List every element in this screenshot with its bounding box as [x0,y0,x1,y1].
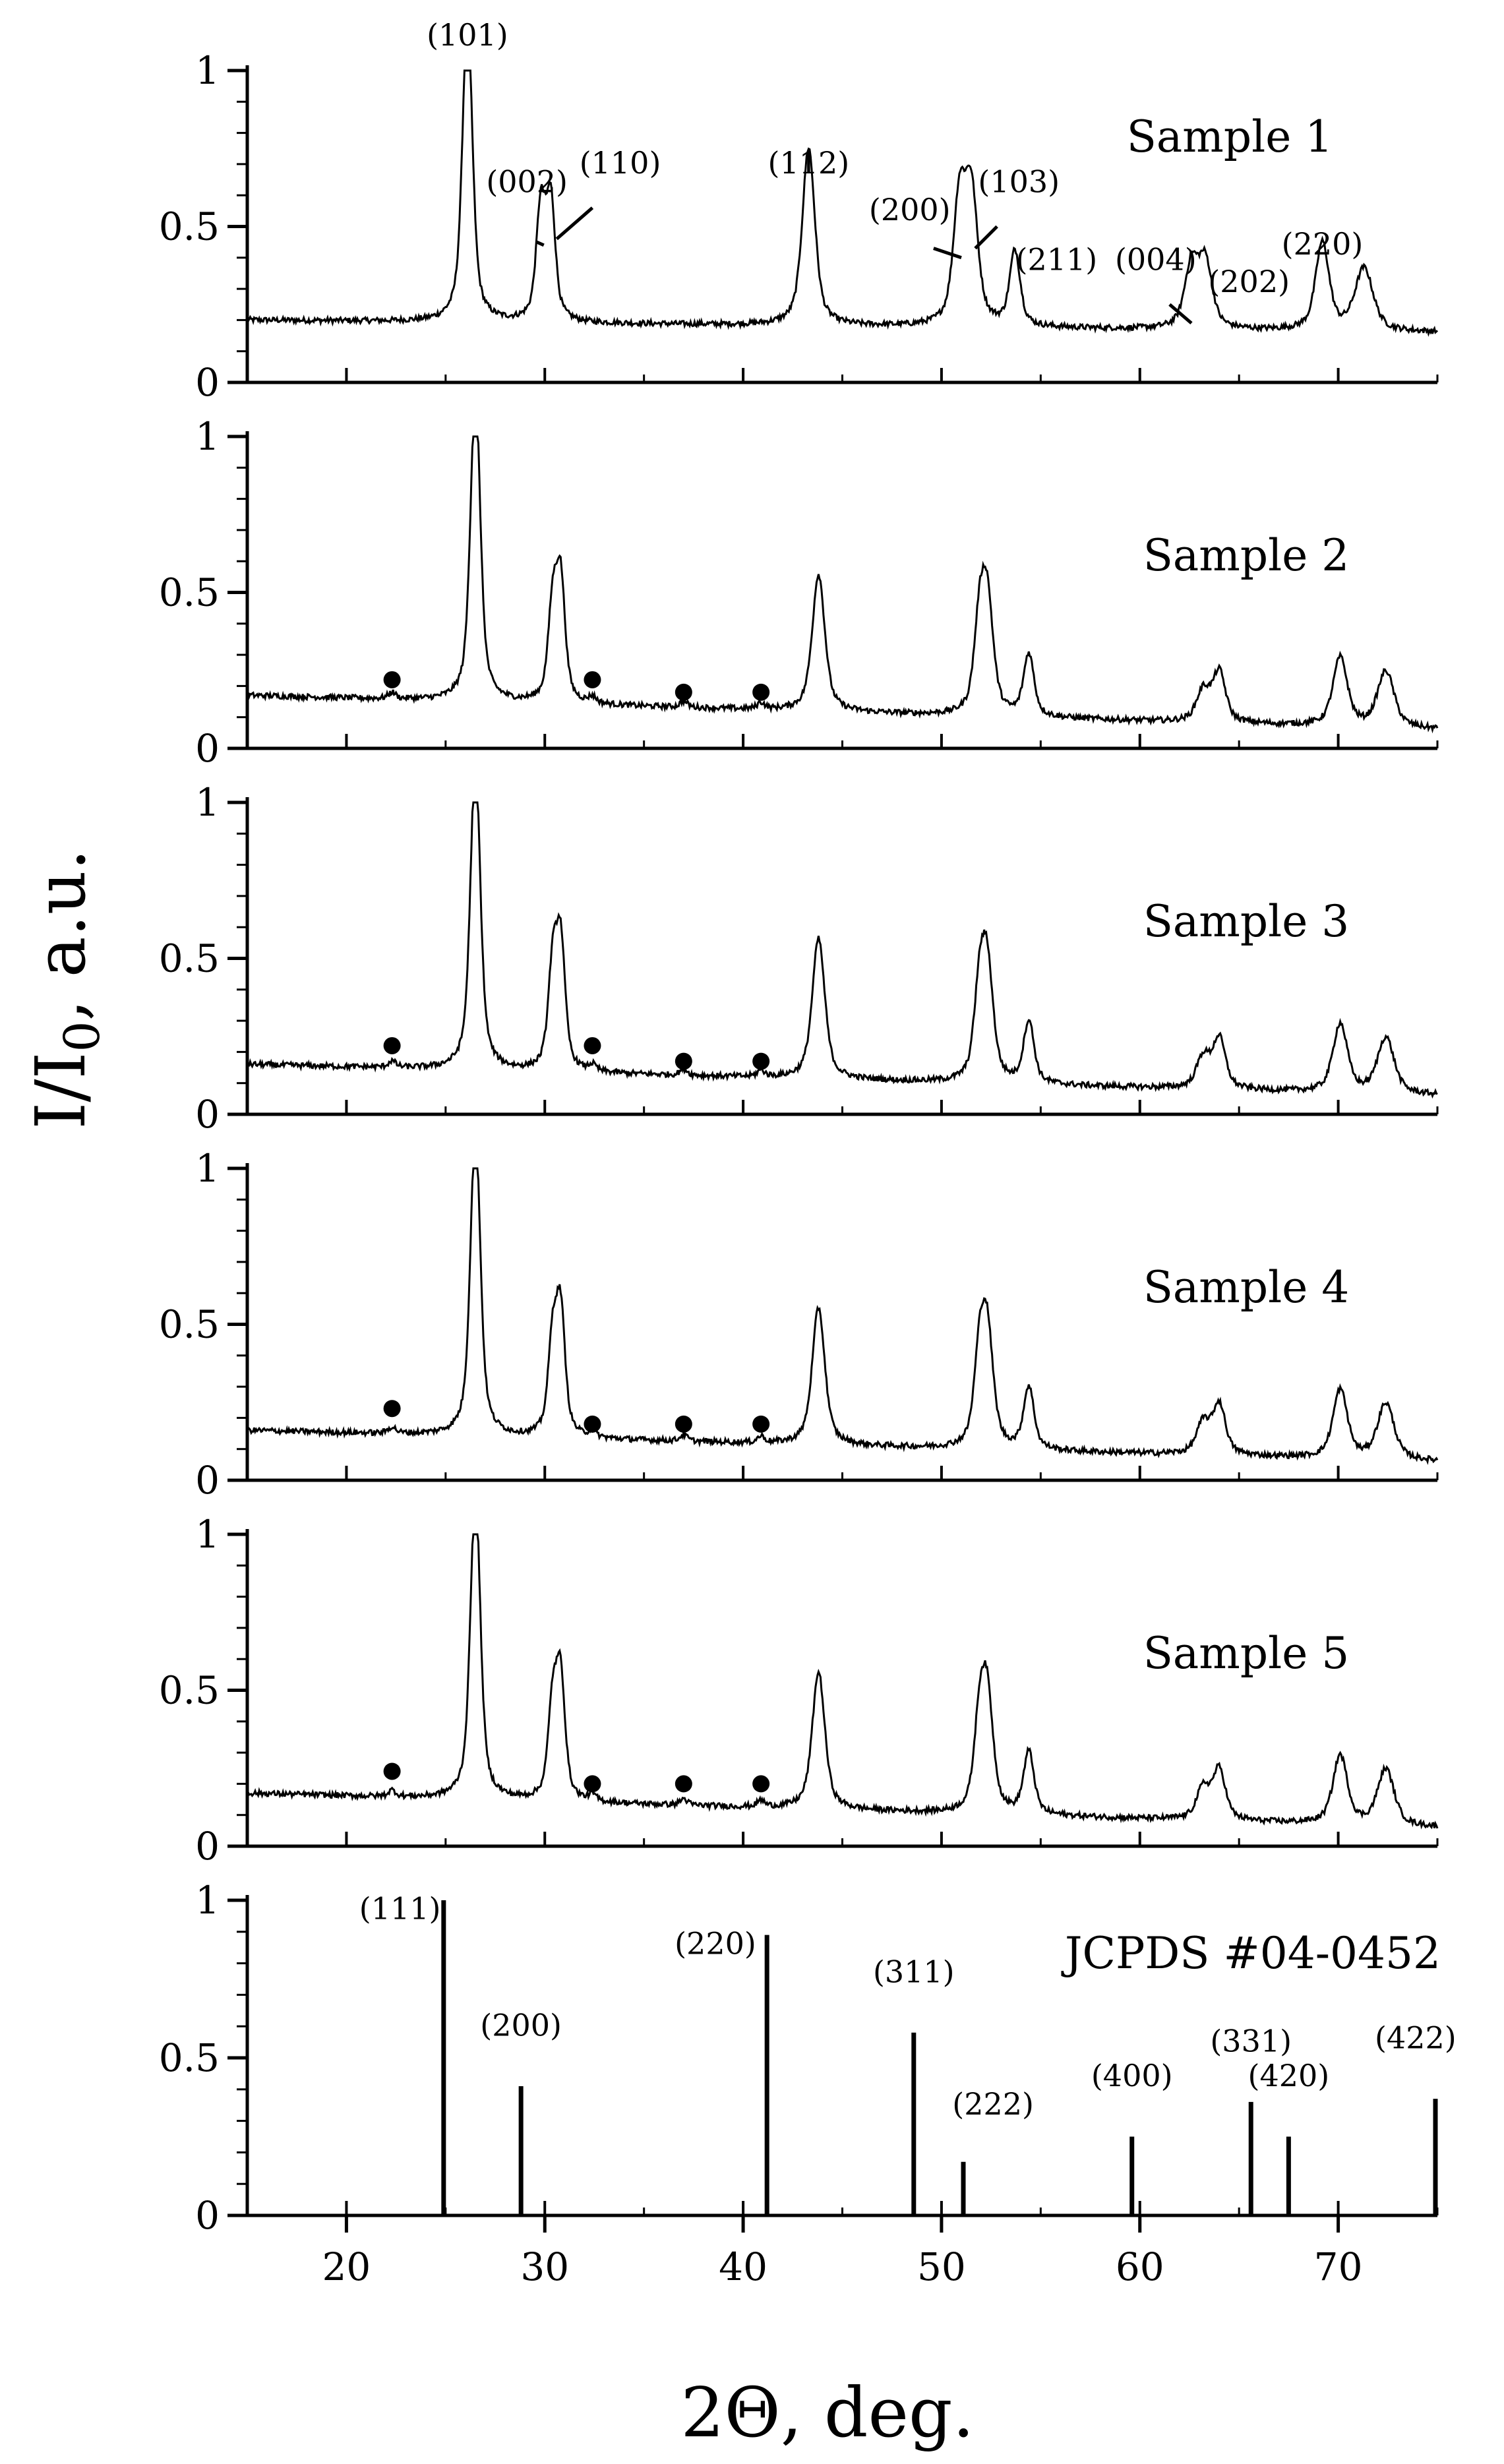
reference-stick-label: (422) [1375,2020,1457,2056]
y-tick-label: 0 [195,2193,220,2238]
panel-1: 0 0.5 1 (101) (002) (110) (112) (200) (103) (211)… [159,17,1439,405]
y-tick-label: 0.5 [159,204,220,249]
impurity-marker [675,683,692,701]
y-tick-label: 0 [195,1824,220,1869]
y-tick-label: 0.5 [159,2035,220,2080]
reference-stick-label: (220) [675,1925,756,1961]
peak-label: (103) [978,164,1060,199]
x-tick-label: 30 [520,2244,569,2289]
y-axis-title: I/I0, a.u. [20,849,111,1129]
panel-label: Sample 1 [1127,111,1333,162]
panel-5: 0 0.5 1 Sample 5 [159,1512,1439,1869]
peak-label: (002) [486,164,568,199]
impurity-marker [752,1775,770,1793]
panels-layer: 0 0.5 1 (101) (002) (110) (112) (200) (103) (211)… [159,17,1457,2238]
y-tick-label: 0 [195,1092,220,1137]
peak-leader-line [933,247,962,260]
peak-label: (112) [768,145,850,181]
panel-label: JCPDS #04-0452 [1061,1928,1441,1979]
impurity-marker [383,1400,401,1418]
series-line [246,435,1439,734]
panel-4: 0 0.5 1 Sample 4 [159,1146,1439,1503]
panel-label: Sample 3 [1143,896,1350,947]
y-tick-label: 0 [195,726,220,771]
x-tick-label: 40 [719,2244,767,2289]
x-tick-label: 50 [917,2244,966,2289]
impurity-marker [383,671,401,688]
x-tick-label: 60 [1116,2244,1164,2289]
y-tick-label: 1 [195,780,220,825]
reference-stick-label: (400) [1091,2058,1173,2093]
impurity-marker [383,1762,401,1780]
peak-label: (220) [1282,226,1364,262]
reference-stick-label: (200) [480,2008,562,2043]
y-axis-title-tail: , a.u. [20,849,101,1021]
panel-label: Sample 2 [1143,530,1350,581]
reference-stick-label: (331) [1210,2023,1292,2058]
y-tick-label: 1 [195,48,220,93]
y-axis-title-subscript: 0 [54,1021,111,1052]
reference-stick-label: (420) [1248,2058,1330,2093]
peak-leader-line [555,206,594,241]
impurity-marker [675,1052,692,1070]
y-tick-label: 1 [195,414,220,459]
y-tick-label: 0 [195,360,220,405]
y-tick-label: 0.5 [159,1668,220,1713]
peak-label: (211) [1016,242,1098,278]
reference-stick-label: (111) [359,1891,441,1927]
y-tick-label: 1 [195,1512,220,1557]
x-axis-title: 2Θ, deg. [680,2372,974,2453]
peak-label: (200) [869,192,951,227]
impurity-marker [383,1037,401,1054]
peak-label: (202) [1208,264,1290,299]
x-axis: 20 30 40 50 60 70 [322,2215,1363,2289]
y-tick-label: 0.5 [159,570,220,615]
x-tick-label: 20 [322,2244,371,2289]
impurity-marker [584,1037,601,1054]
impurity-marker [752,1052,770,1070]
series-line [246,1167,1439,1465]
y-tick-label: 1 [195,1146,220,1191]
peak-leader-line [974,225,998,250]
panel-label: Sample 5 [1143,1628,1350,1679]
y-axis-title-main: I/I [20,1052,101,1129]
impurity-marker [584,1415,601,1433]
panel-3: 0 0.5 1 Sample 3 [159,780,1439,1137]
reference-stick-label: (311) [873,1954,955,1989]
peak-label: (110) [580,145,661,181]
y-tick-label: 0.5 [159,936,220,981]
y-tick-label: 0 [195,1458,220,1503]
peak-label: (101) [427,17,508,53]
series-line [246,801,1438,1099]
series-line [246,1533,1439,1830]
y-tick-label: 1 [195,1878,220,1923]
panel-2: 0 0.5 1 Sample 2 [159,414,1439,771]
impurity-marker [675,1775,692,1793]
peak-leader-line [536,240,545,247]
y-tick-label: 0.5 [159,1302,220,1347]
x-tick-label: 70 [1314,2244,1363,2289]
impurity-marker [752,1415,770,1433]
impurity-marker [675,1415,692,1433]
panel-6: 0 0.5 1 (111) (200) (220) (311) (222) (400) (331)… [159,1878,1457,2238]
panel-label: Sample 4 [1143,1262,1350,1313]
series-line [246,69,1439,337]
impurity-marker [752,683,770,701]
reference-stick-label: (222) [952,2086,1034,2122]
impurity-marker [584,671,601,688]
impurity-marker [584,1775,601,1793]
peak-leader-line [1168,303,1193,325]
peak-label: (004) [1115,242,1197,278]
